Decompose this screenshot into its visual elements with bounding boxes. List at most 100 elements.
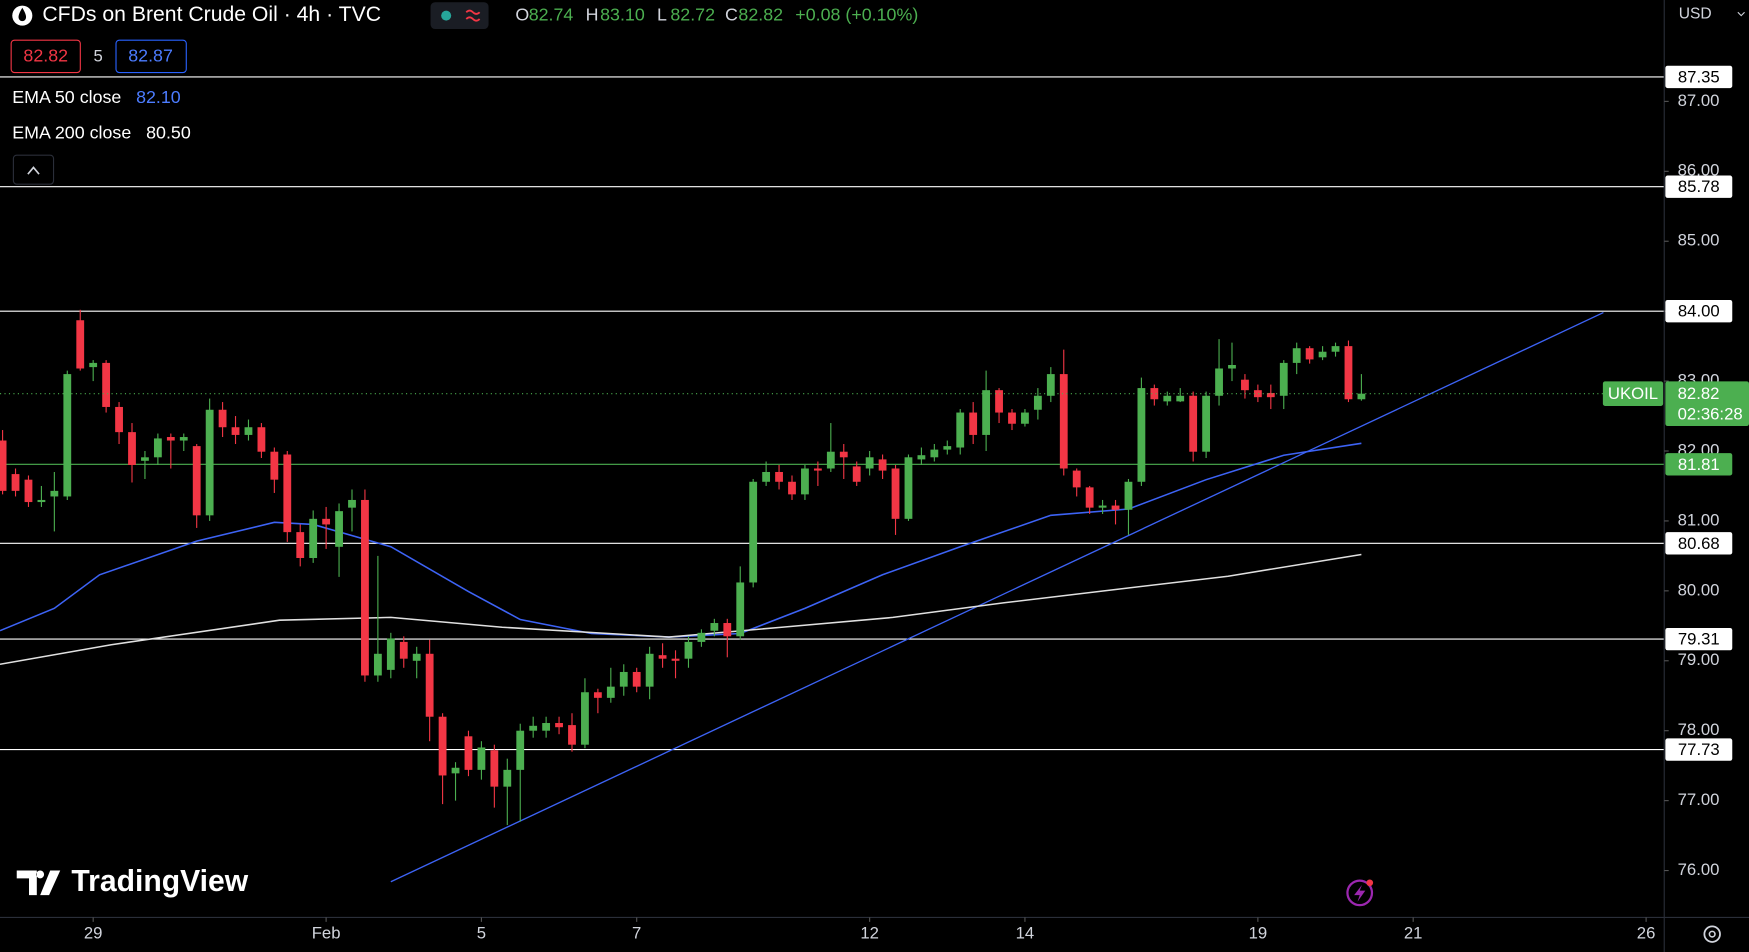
x-tick-label: 19 [1249,924,1268,943]
y-tick-label: 80.00 [1678,580,1720,599]
x-tick-label: 12 [860,924,879,943]
candle-body [568,725,576,745]
level-label-box [1665,532,1733,555]
candle-body [1124,481,1133,510]
candle-body [490,750,499,787]
candle-body [1292,348,1301,363]
candle-body [153,438,162,458]
candle-body [645,653,654,687]
x-tick-label: 21 [1404,924,1423,943]
ohlc-letter: H [586,4,599,24]
candle-body [503,769,512,787]
legend-name[interactable]: EMA 50 close [12,87,121,107]
candle-body [244,427,253,435]
candle-body [865,457,874,469]
candle-body [296,532,305,558]
x-tick-label: 7 [632,924,641,943]
candle-body [1189,395,1198,452]
logo-mark [16,870,61,896]
candle-body [399,641,408,659]
candle-body [283,454,292,533]
candle-body [24,479,33,503]
candle-body [917,455,926,460]
settings-button[interactable] [1703,925,1721,943]
candle-body [736,582,745,637]
candle-body [1008,412,1016,424]
currency-box[interactable] [1668,0,1749,31]
candle-body [1241,379,1249,391]
candle-body [179,437,188,441]
candle-body [555,723,563,728]
candle-body [1253,390,1262,398]
level-label: 84.00 [1678,302,1720,321]
candle-body [1344,346,1353,400]
candle-body [852,466,861,482]
x-tick-label: 14 [1016,924,1035,943]
candle-body [684,641,693,659]
candle-body [697,632,706,642]
level-label: 85.78 [1678,177,1720,196]
candle-body [1318,351,1327,358]
y-tick-label: 85.00 [1678,231,1720,250]
header: CFDs on Brent Crude Oil · 4h · TVC O 82.… [10,0,1749,185]
notification-dot [1366,879,1374,887]
candle-body [969,412,978,435]
level-label: 87.35 [1678,67,1720,86]
market-open-dot [441,10,452,21]
logo: TradingView [16,865,249,898]
candle-body [1137,388,1146,482]
candle-body [606,686,615,698]
trendline [390,311,1604,883]
status-badges[interactable] [430,2,489,30]
candle-body [37,499,46,503]
candle-body [1150,388,1159,400]
level-label-box [1665,65,1733,89]
candle-body [1357,393,1366,400]
candle-body [762,471,771,482]
candle-body [309,518,318,558]
x-tick-label: Feb [312,924,341,943]
legend-value: 82.10 [136,87,181,107]
sell-box[interactable] [10,39,81,74]
level-label: 80.68 [1678,534,1720,553]
candle-body [878,459,887,471]
gear-icon [1703,925,1721,943]
candle-body [775,471,783,482]
candle-body [658,655,667,659]
candle-body [89,362,98,368]
candle-body [710,623,719,631]
candle-body [1098,505,1107,508]
candle-body [1215,368,1223,396]
lightning-button[interactable] [1346,879,1374,907]
ohlc-letter: C [725,4,738,24]
y-tick-label: 77.00 [1678,790,1720,809]
level-label-box [1665,300,1733,323]
candle-body [891,468,900,519]
delay-icon [465,9,481,22]
candle-body [361,499,369,676]
collapse-button[interactable] [12,154,55,185]
candle-body [141,457,149,461]
symbol-title[interactable]: CFDs on Brent Crude Oil · 4h · TVC [42,3,381,26]
candle-body [192,446,201,516]
candle-body [464,736,473,770]
candle-body [788,481,796,495]
buy-box[interactable] [115,39,187,74]
ohlc-letter: L [657,4,667,24]
gear-center [1708,930,1716,938]
y-tick-label: 78.00 [1678,720,1720,739]
candle-body [1266,392,1275,398]
level-label-box [1665,453,1733,476]
candle-body [11,474,20,491]
candle-body [412,653,421,661]
candle-body [1085,487,1094,508]
candle-body [529,725,538,731]
candle-body [1072,470,1081,488]
candle-body [348,499,356,508]
legend-name[interactable]: EMA 200 close [12,123,131,143]
candle-body [218,409,227,428]
candle-body [128,432,136,465]
candle-body [956,412,965,448]
candle-body [102,362,111,407]
candle-body [749,481,758,583]
